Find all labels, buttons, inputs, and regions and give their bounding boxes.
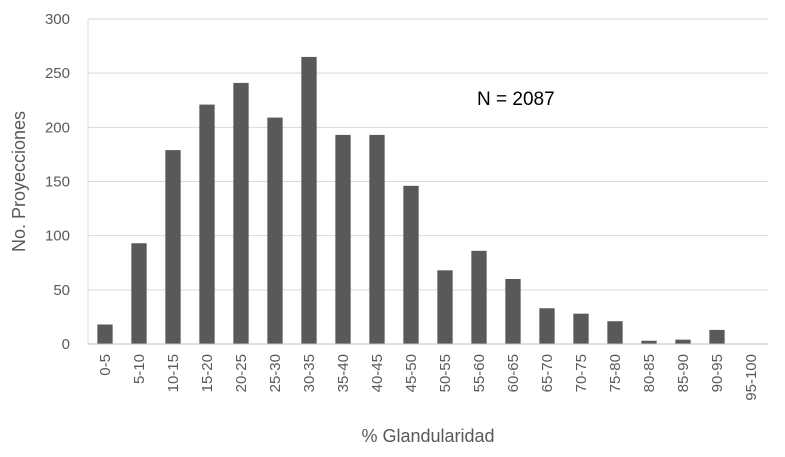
sample-size-annotation: N = 2087 xyxy=(477,89,555,110)
y-tick-label: 50 xyxy=(53,282,70,299)
x-tick-label: 15-20 xyxy=(199,354,216,392)
bar-50-55 xyxy=(437,270,453,344)
y-axis-title: No. Proyecciones xyxy=(9,111,29,252)
bar-55-60 xyxy=(471,250,487,344)
x-tick-label: 60-65 xyxy=(505,354,522,392)
x-tick-label: 25-30 xyxy=(267,354,284,392)
x-tick-label: 0-5 xyxy=(97,354,114,376)
bar-45-50 xyxy=(403,185,419,344)
bar-30-35 xyxy=(301,56,317,345)
gridlines xyxy=(87,18,768,344)
bar-5-10 xyxy=(131,243,147,344)
y-tick-label: 250 xyxy=(45,65,70,82)
bar-20-25 xyxy=(233,82,249,345)
x-tick-label: 65-70 xyxy=(539,354,556,392)
x-tick-label: 35-40 xyxy=(335,354,352,392)
bar-40-45 xyxy=(369,134,385,344)
x-tick-label: 75-80 xyxy=(607,354,624,392)
y-tick-labels: 0 50 100 150 200 250 300 xyxy=(45,11,70,353)
x-tick-labels: 0-5 5-10 10-15 15-20 20-25 25-30 30-35 35-40 40-… xyxy=(97,354,760,401)
bar-25-30 xyxy=(267,117,283,344)
bar-90-95 xyxy=(709,329,725,344)
bar-15-20 xyxy=(199,104,215,344)
bar-75-80 xyxy=(607,321,623,344)
bar-65-70 xyxy=(539,308,555,344)
bar-0-5 xyxy=(97,324,113,344)
y-tick-label: 200 xyxy=(45,119,70,136)
x-tick-label: 5-10 xyxy=(131,354,148,384)
x-tick-label: 45-50 xyxy=(403,354,420,392)
y-tick-label: 300 xyxy=(45,11,70,28)
x-tick-label: 40-45 xyxy=(369,354,386,392)
y-tick-label: 100 xyxy=(45,228,70,245)
x-axis-title: % Glandularidad xyxy=(361,426,494,446)
x-tick-label: 85-90 xyxy=(675,354,692,392)
y-tick-label: 0 xyxy=(62,336,70,353)
x-tick-label: 30-35 xyxy=(301,354,318,392)
bar-35-40 xyxy=(335,134,351,344)
x-tick-label: 70-75 xyxy=(573,354,590,392)
x-tick-label: 90-95 xyxy=(709,354,726,392)
x-tick-label: 80-85 xyxy=(641,354,658,392)
bar-60-65 xyxy=(505,279,521,344)
x-tick-label: 50-55 xyxy=(437,354,454,392)
x-tick-label: 55-60 xyxy=(471,354,488,392)
bars xyxy=(97,56,725,345)
y-tick-label: 150 xyxy=(45,174,70,191)
bar-80-85 xyxy=(641,340,657,344)
bar-70-75 xyxy=(573,313,589,344)
x-tick-label: 20-25 xyxy=(233,354,250,392)
x-tick-label: 95-100 xyxy=(743,354,760,401)
x-tick-label: 10-15 xyxy=(165,354,182,392)
bar-85-90 xyxy=(675,339,691,344)
bar-10-15 xyxy=(165,150,181,344)
